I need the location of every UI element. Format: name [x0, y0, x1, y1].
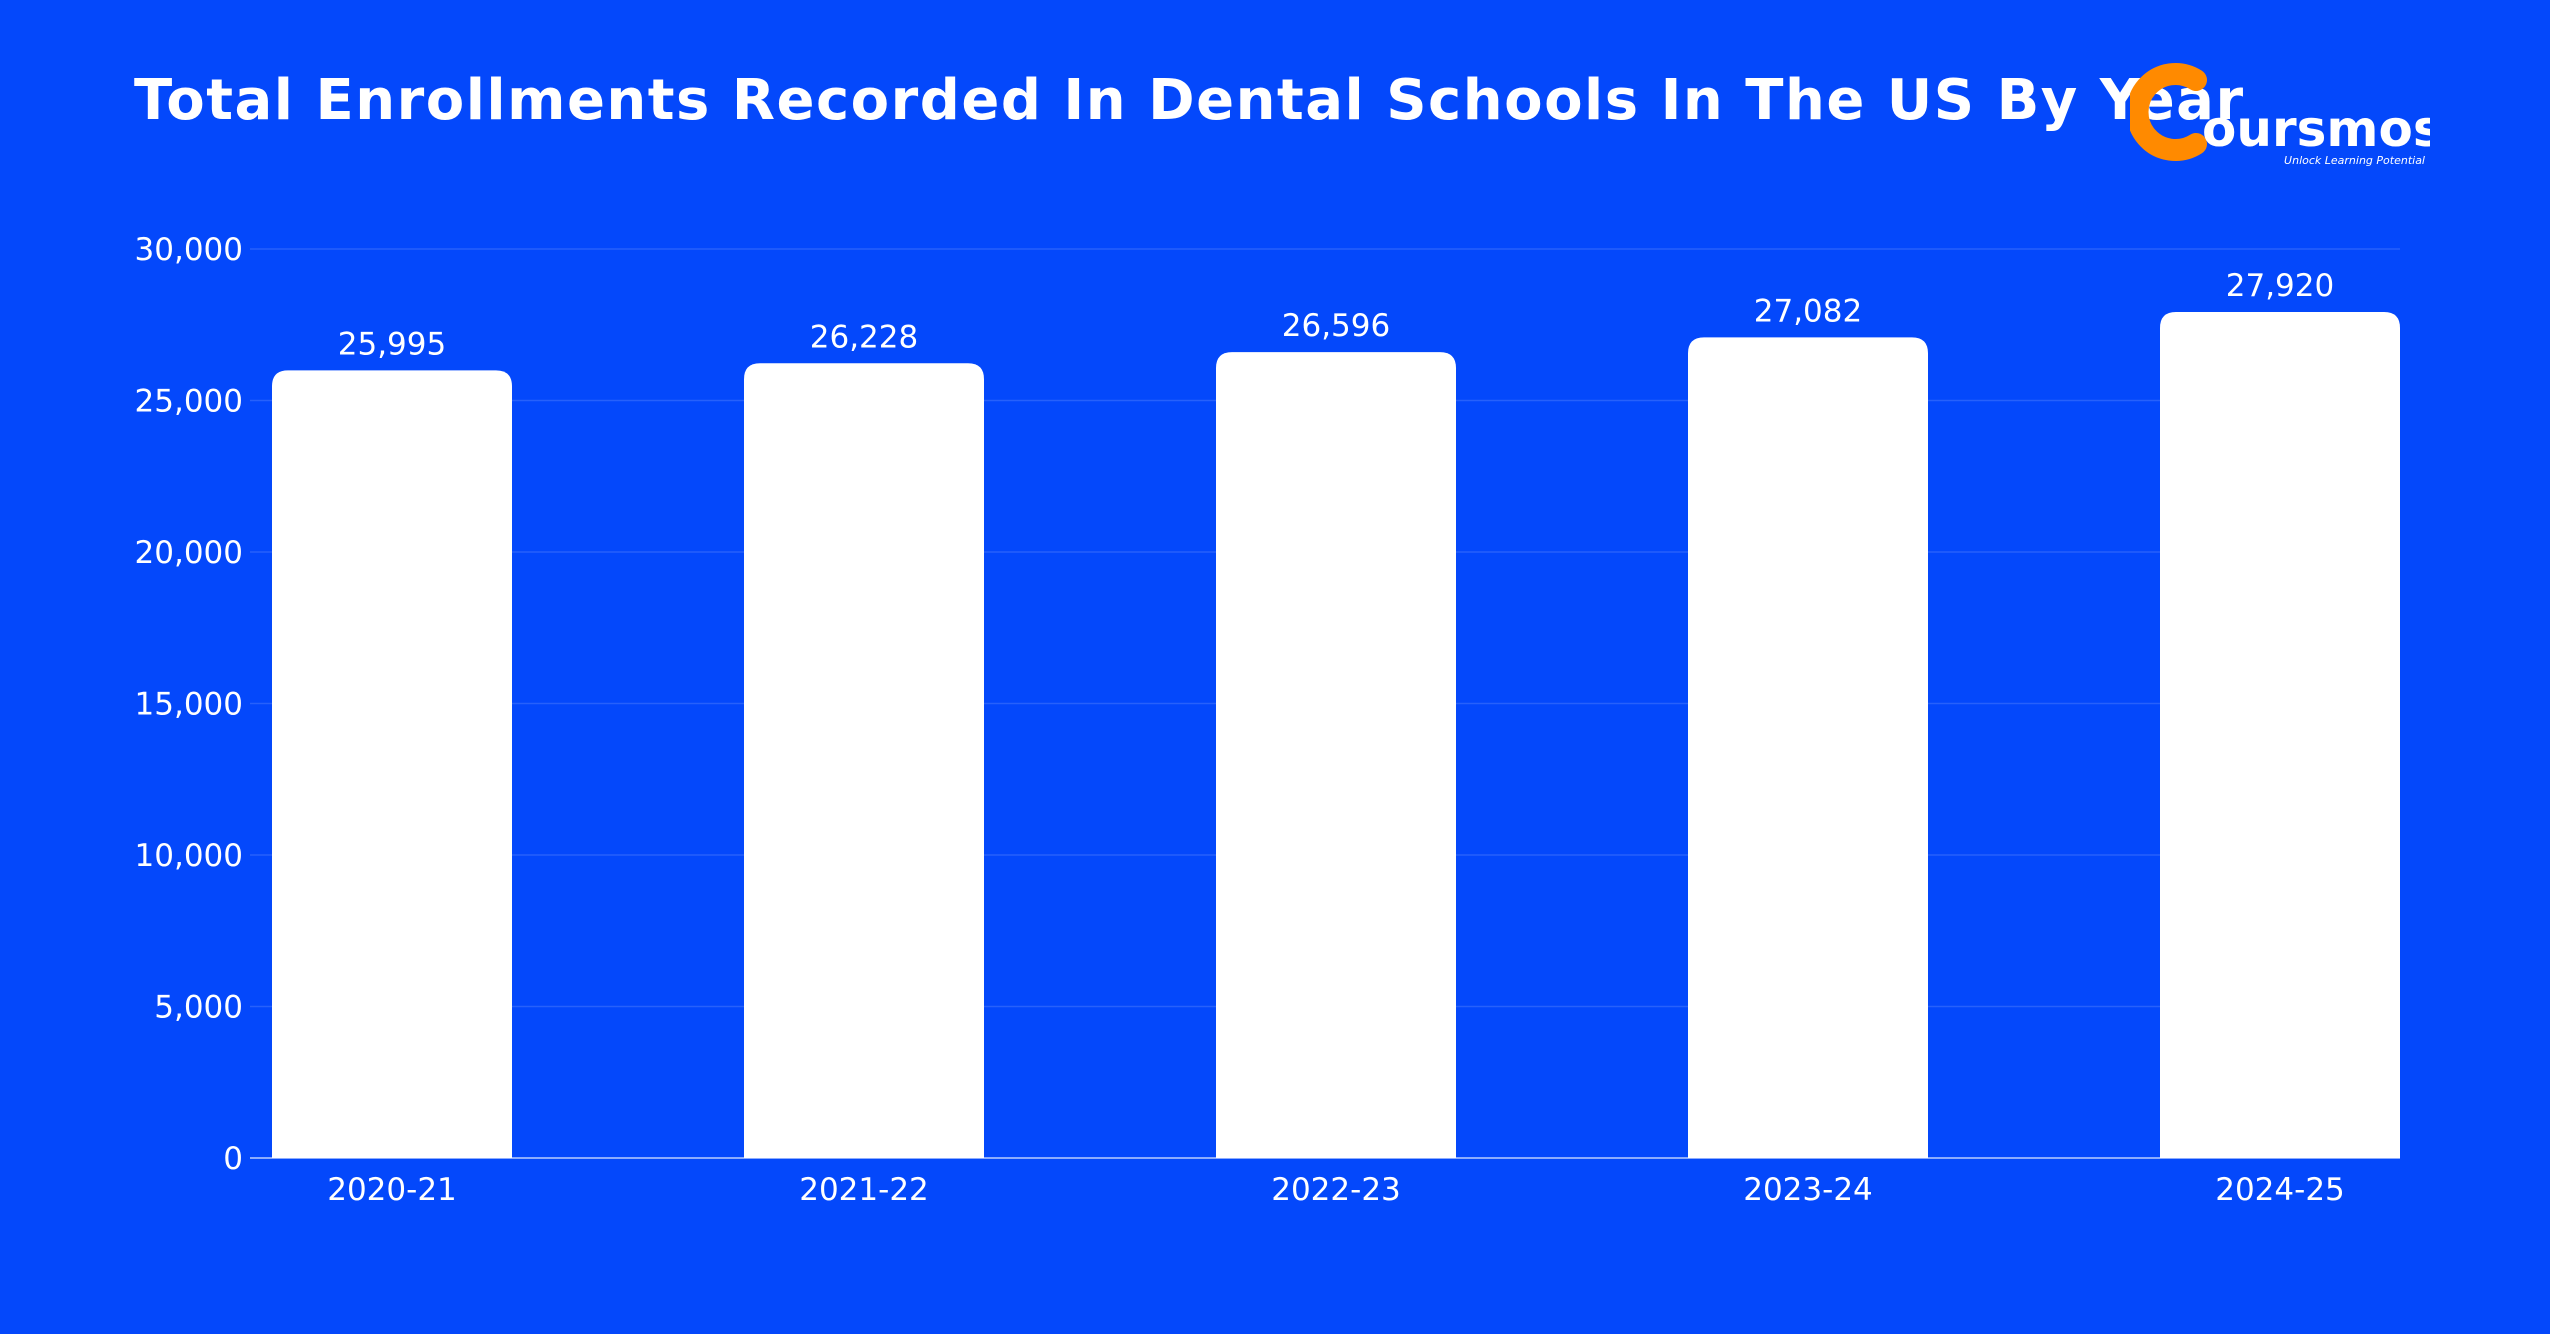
bar-2023-24 — [1688, 337, 1928, 1158]
y-tick-label: 5,000 — [154, 990, 243, 1026]
value-label: 25,995 — [338, 326, 446, 362]
value-label: 27,082 — [1754, 293, 1862, 329]
x-tick-label: 2022-23 — [1271, 1172, 1401, 1208]
x-tick-label: 2020-21 — [327, 1172, 457, 1208]
y-tick-label: 15,000 — [135, 687, 243, 723]
logo-c-shape — [2130, 63, 2207, 161]
value-label: 27,920 — [2226, 268, 2334, 304]
y-tick-label: 10,000 — [135, 838, 243, 874]
bars — [272, 312, 2400, 1158]
coursmos-logo: C oursmos Unlock Learning Potential — [2130, 63, 2430, 167]
value-label: 26,596 — [1282, 308, 1390, 344]
y-tick-label: 20,000 — [135, 535, 243, 571]
y-tick-label: 25,000 — [135, 384, 243, 420]
chart-title: Total Enrollments Recorded In Dental Sch… — [134, 68, 2245, 133]
bar-2022-23 — [1216, 352, 1456, 1158]
bar-2020-21 — [272, 370, 512, 1158]
value-label: 26,228 — [810, 319, 918, 355]
y-axis-ticks: 0 5,000 10,000 15,000 20,000 25,000 30,000 — [135, 232, 243, 1177]
bar-2021-22 — [744, 363, 984, 1158]
value-labels: 25,995 26,228 26,596 27,082 27,920 — [338, 268, 2334, 362]
y-tick-label: 0 — [223, 1141, 243, 1177]
logo-wordmark: oursmos — [2202, 100, 2430, 158]
x-tick-label: 2024-25 — [2215, 1172, 2345, 1208]
x-tick-label: 2023-24 — [1743, 1172, 1873, 1208]
bar-2024-25 — [2160, 312, 2400, 1158]
x-tick-label: 2021-22 — [799, 1172, 929, 1208]
x-axis-ticks: 2020-21 2021-22 2022-23 2023-24 2024-25 — [327, 1172, 2345, 1208]
logo-tagline: Unlock Learning Potential — [2284, 154, 2425, 167]
y-tick-label: 30,000 — [135, 232, 243, 268]
